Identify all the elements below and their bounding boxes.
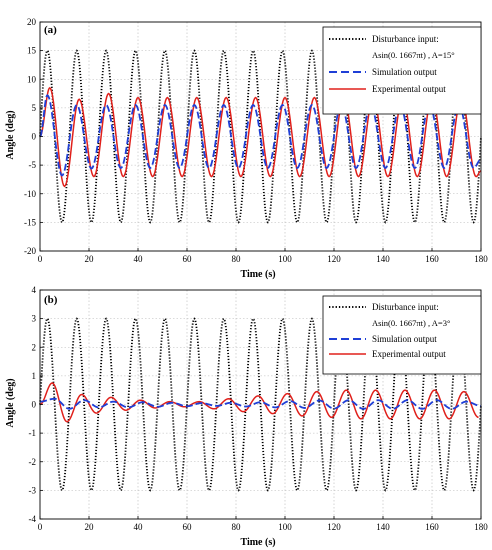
y-tick-label: 20 (27, 17, 37, 27)
panel-b-x-label: Time (s) (240, 537, 275, 548)
panel-a-legend-box (322, 26, 482, 115)
panel-b-legend-experimental-label: Experimental output (372, 349, 446, 359)
x-tick-label: 80 (232, 254, 242, 264)
x-tick-label: 20 (85, 254, 95, 264)
y-tick-label: -20 (24, 246, 36, 256)
panel-b-legend: Disturbance input: Asin(0. 1667πt) , A=3… (322, 295, 482, 375)
x-tick-label: 120 (327, 254, 341, 264)
series-disturbance-input-line (39, 317, 482, 492)
panel-b-legend-disturbance-label: Disturbance input: (372, 302, 439, 312)
panel-a-legend-experimental-label: Experimental output (372, 84, 446, 94)
panel-b-series (39, 317, 482, 492)
y-tick-label: 4 (32, 285, 37, 295)
panel-b-y-ticks: 4 3 2 1 0 -1 -2 -3 -4 (29, 285, 43, 524)
panel-a-series (39, 49, 482, 224)
panel-b: (b) 4 3 2 1 0 -1 -2 -3 -4 0 20 40 60 80 100 120 140 160 1… (5, 285, 488, 548)
series-simulation-output-line (39, 94, 482, 177)
x-tick-label: 140 (376, 522, 390, 532)
x-tick-label: 40 (134, 254, 144, 264)
y-tick-label: -4 (29, 514, 37, 524)
y-tick-label: -2 (29, 457, 37, 467)
x-tick-label: 40 (134, 522, 144, 532)
panel-a: (a) 20 15 10 5 0 -5 -10 -15 -20 0 20 40 60 80 100 120 1… (5, 17, 488, 280)
x-tick-label: 0 (38, 522, 43, 532)
y-tick-label: -3 (29, 485, 37, 495)
panel-b-legend-disturbance-formula: Asin(0. 1667πt) , A=3° (372, 318, 450, 328)
y-tick-label: 1 (32, 371, 37, 381)
x-tick-label: 0 (38, 254, 43, 264)
x-tick-label: 100 (278, 254, 292, 264)
panel-a-legend-disturbance-label: Disturbance input: (372, 34, 439, 44)
series-experimental-output-line (39, 86, 482, 188)
panel-a-y-label: Angle (deg) (5, 110, 16, 159)
y-tick-label: -5 (29, 160, 37, 170)
panel-a-x-label: Time (s) (240, 269, 275, 280)
panel-a-legend-disturbance-formula: Asin(0. 1667πt) , A=15° (372, 50, 455, 60)
x-tick-label: 180 (474, 522, 488, 532)
panel-a-legend-simulation-label: Simulation output (372, 67, 437, 77)
panel-b-x-ticks: 0 20 40 60 80 100 120 140 160 180 (38, 516, 488, 532)
x-tick-label: 80 (232, 522, 242, 532)
y-tick-label: 3 (32, 314, 37, 324)
y-tick-label: 2 (32, 342, 37, 352)
x-tick-label: 100 (278, 522, 292, 532)
y-tick-label: 5 (32, 103, 37, 113)
x-tick-label: 120 (327, 522, 341, 532)
y-tick-label: 0 (32, 132, 37, 142)
x-tick-label: 60 (183, 522, 193, 532)
panel-b-legend-simulation-label: Simulation output (372, 334, 437, 344)
panel-a-x-ticks: 0 20 40 60 80 100 120 140 160 180 (38, 248, 488, 264)
y-tick-label: 10 (27, 74, 37, 84)
y-tick-label: -10 (24, 189, 36, 199)
panel-a-legend: Disturbance input: Asin(0. 1667πt) , A=1… (322, 26, 482, 115)
panel-b-legend-box (322, 295, 482, 375)
panel-a-y-ticks: 20 15 10 5 0 -5 -10 -15 -20 (24, 17, 43, 256)
x-tick-label: 160 (425, 254, 439, 264)
x-tick-label: 60 (183, 254, 193, 264)
panel-b-y-label: Angle (deg) (5, 378, 16, 427)
x-tick-label: 160 (425, 522, 439, 532)
x-tick-label: 140 (376, 254, 390, 264)
x-tick-label: 180 (474, 254, 488, 264)
y-tick-label: -15 (24, 217, 36, 227)
panel-b-letter: (b) (44, 294, 58, 306)
series-simulation-output-line (39, 397, 482, 410)
y-tick-label: 0 (32, 400, 37, 410)
x-tick-label: 20 (85, 522, 95, 532)
series-experimental-output-line (39, 382, 479, 423)
y-tick-label: 15 (27, 46, 37, 56)
panel-a-letter: (a) (44, 24, 57, 36)
y-tick-label: -1 (29, 428, 37, 438)
